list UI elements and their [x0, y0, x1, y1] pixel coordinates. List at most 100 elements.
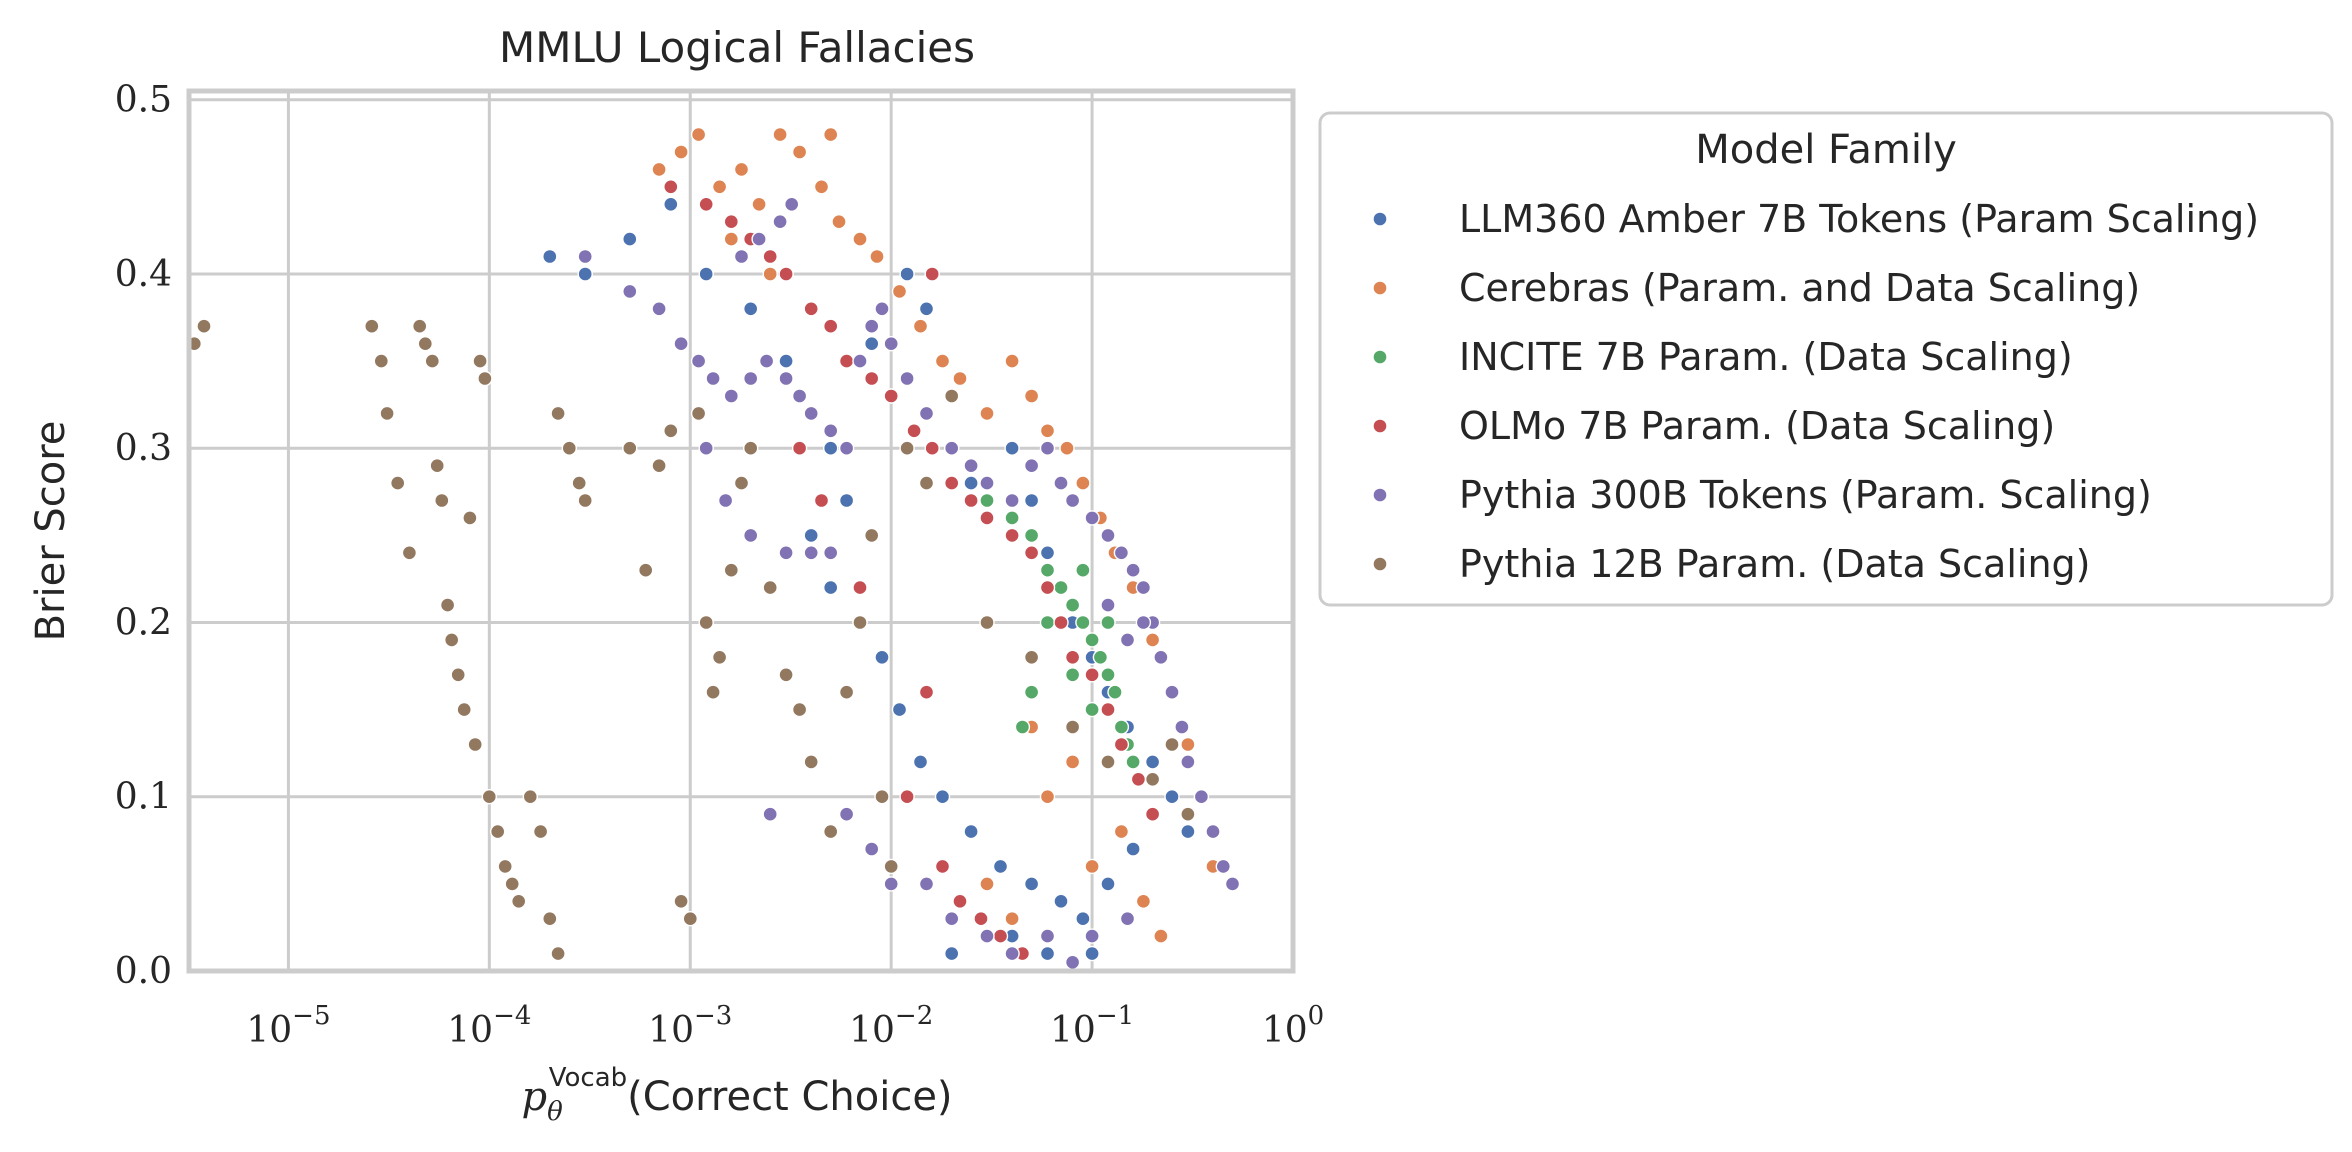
data-point: [852, 614, 868, 631]
data-point: [1205, 823, 1221, 840]
data-point: [1084, 858, 1100, 875]
data-point: [1023, 684, 1040, 700]
data-point: [1075, 614, 1091, 631]
data-point: [698, 614, 714, 631]
data-point: [823, 318, 839, 334]
data-point: [682, 911, 698, 927]
data-point: [638, 562, 654, 578]
chart-title: MMLU Logical Fallacies: [499, 23, 975, 72]
data-point: [934, 858, 951, 875]
data-point: [1144, 754, 1161, 770]
y-tick-label: 0.1: [115, 777, 172, 818]
data-point: [577, 248, 593, 265]
data-point: [874, 789, 890, 805]
data-point: [979, 492, 995, 509]
data-point: [803, 527, 819, 544]
data-point: [1125, 562, 1141, 578]
data-point: [869, 248, 885, 265]
data-point: [743, 370, 759, 387]
data-point: [1039, 440, 1056, 456]
data-point: [891, 701, 908, 718]
data-point: [992, 928, 1009, 944]
data-point: [379, 405, 395, 422]
y-axis-ticks: 0.0 0.1 0.2 0.3 0.4 0.5: [115, 80, 172, 992]
data-point: [912, 318, 929, 334]
data-point: [852, 579, 868, 596]
data-point: [1153, 928, 1169, 944]
data-point: [444, 632, 460, 648]
data-point: [963, 823, 979, 840]
legend-entry: Cerebras (Param. and Data Scaling): [1459, 266, 2140, 310]
data-point: [823, 545, 839, 561]
data-point: [823, 823, 839, 840]
data-point: [1084, 632, 1100, 648]
legend-entry: Pythia 300B Tokens (Param. Scaling): [1459, 473, 2152, 517]
y-tick-label: 0.0: [115, 951, 172, 992]
data-point: [778, 370, 794, 387]
data-point: [883, 876, 899, 892]
data-point: [1023, 388, 1040, 404]
data-point: [711, 179, 728, 195]
data-point: [864, 841, 880, 857]
data-point: [511, 893, 527, 909]
data-point: [490, 823, 506, 840]
plot-area: [189, 91, 1293, 971]
data-point: [1039, 579, 1056, 596]
data-point: [883, 388, 899, 404]
data-point: [973, 911, 989, 927]
data-point: [751, 196, 767, 213]
data-point: [450, 667, 466, 683]
data-point: [1224, 876, 1241, 892]
data-point: [838, 492, 855, 509]
data-point: [1180, 736, 1196, 753]
data-point: [733, 475, 750, 491]
data-point: [918, 876, 935, 892]
data-point: [522, 789, 538, 805]
data-point: [690, 405, 707, 422]
data-point: [1023, 876, 1040, 892]
data-point: [1135, 579, 1152, 596]
legend-entry: OLMo 7B Param. (Data Scaling): [1459, 404, 2055, 448]
data-point: [838, 684, 855, 700]
data-point: [1144, 632, 1161, 648]
data-point: [723, 562, 739, 578]
data-point: [1039, 562, 1056, 578]
data-point: [823, 579, 839, 596]
data-point: [944, 475, 960, 491]
data-point: [467, 736, 483, 753]
data-point: [838, 806, 855, 822]
x-tick-label: 10−2: [849, 1001, 933, 1051]
data-point: [1135, 893, 1152, 909]
data-point: [571, 475, 587, 491]
data-point: [963, 458, 979, 474]
data-point: [196, 318, 212, 334]
data-point: [1064, 492, 1081, 509]
data-point: [1180, 754, 1196, 770]
data-point: [651, 458, 667, 474]
data-point: [1004, 527, 1020, 544]
data-point: [944, 911, 960, 927]
data-point: [622, 283, 638, 300]
data-point: [791, 144, 808, 160]
data-point: [1023, 527, 1040, 544]
data-point: [1164, 736, 1180, 753]
data-point: [723, 231, 739, 247]
data-point: [1164, 789, 1180, 805]
data-point: [717, 492, 734, 509]
legend-entry: LLM360 Amber 7B Tokens (Param Scaling): [1459, 197, 2259, 241]
x-axis-label: pθ Vocab(Correct Choice): [521, 1063, 952, 1127]
data-point: [924, 266, 940, 282]
data-point: [1075, 562, 1091, 578]
grid-lines: [189, 91, 1295, 973]
data-point: [651, 301, 667, 317]
data-point: [883, 336, 899, 352]
data-point: [1053, 579, 1069, 596]
data-point: [550, 405, 566, 422]
data-point: [711, 649, 728, 665]
data-point: [762, 266, 778, 282]
legend-entry: INCITE 7B Param. (Data Scaling): [1459, 335, 2073, 379]
x-tick-label: 10−3: [648, 1001, 732, 1051]
data-point: [663, 423, 679, 439]
data-point: [1100, 754, 1116, 770]
